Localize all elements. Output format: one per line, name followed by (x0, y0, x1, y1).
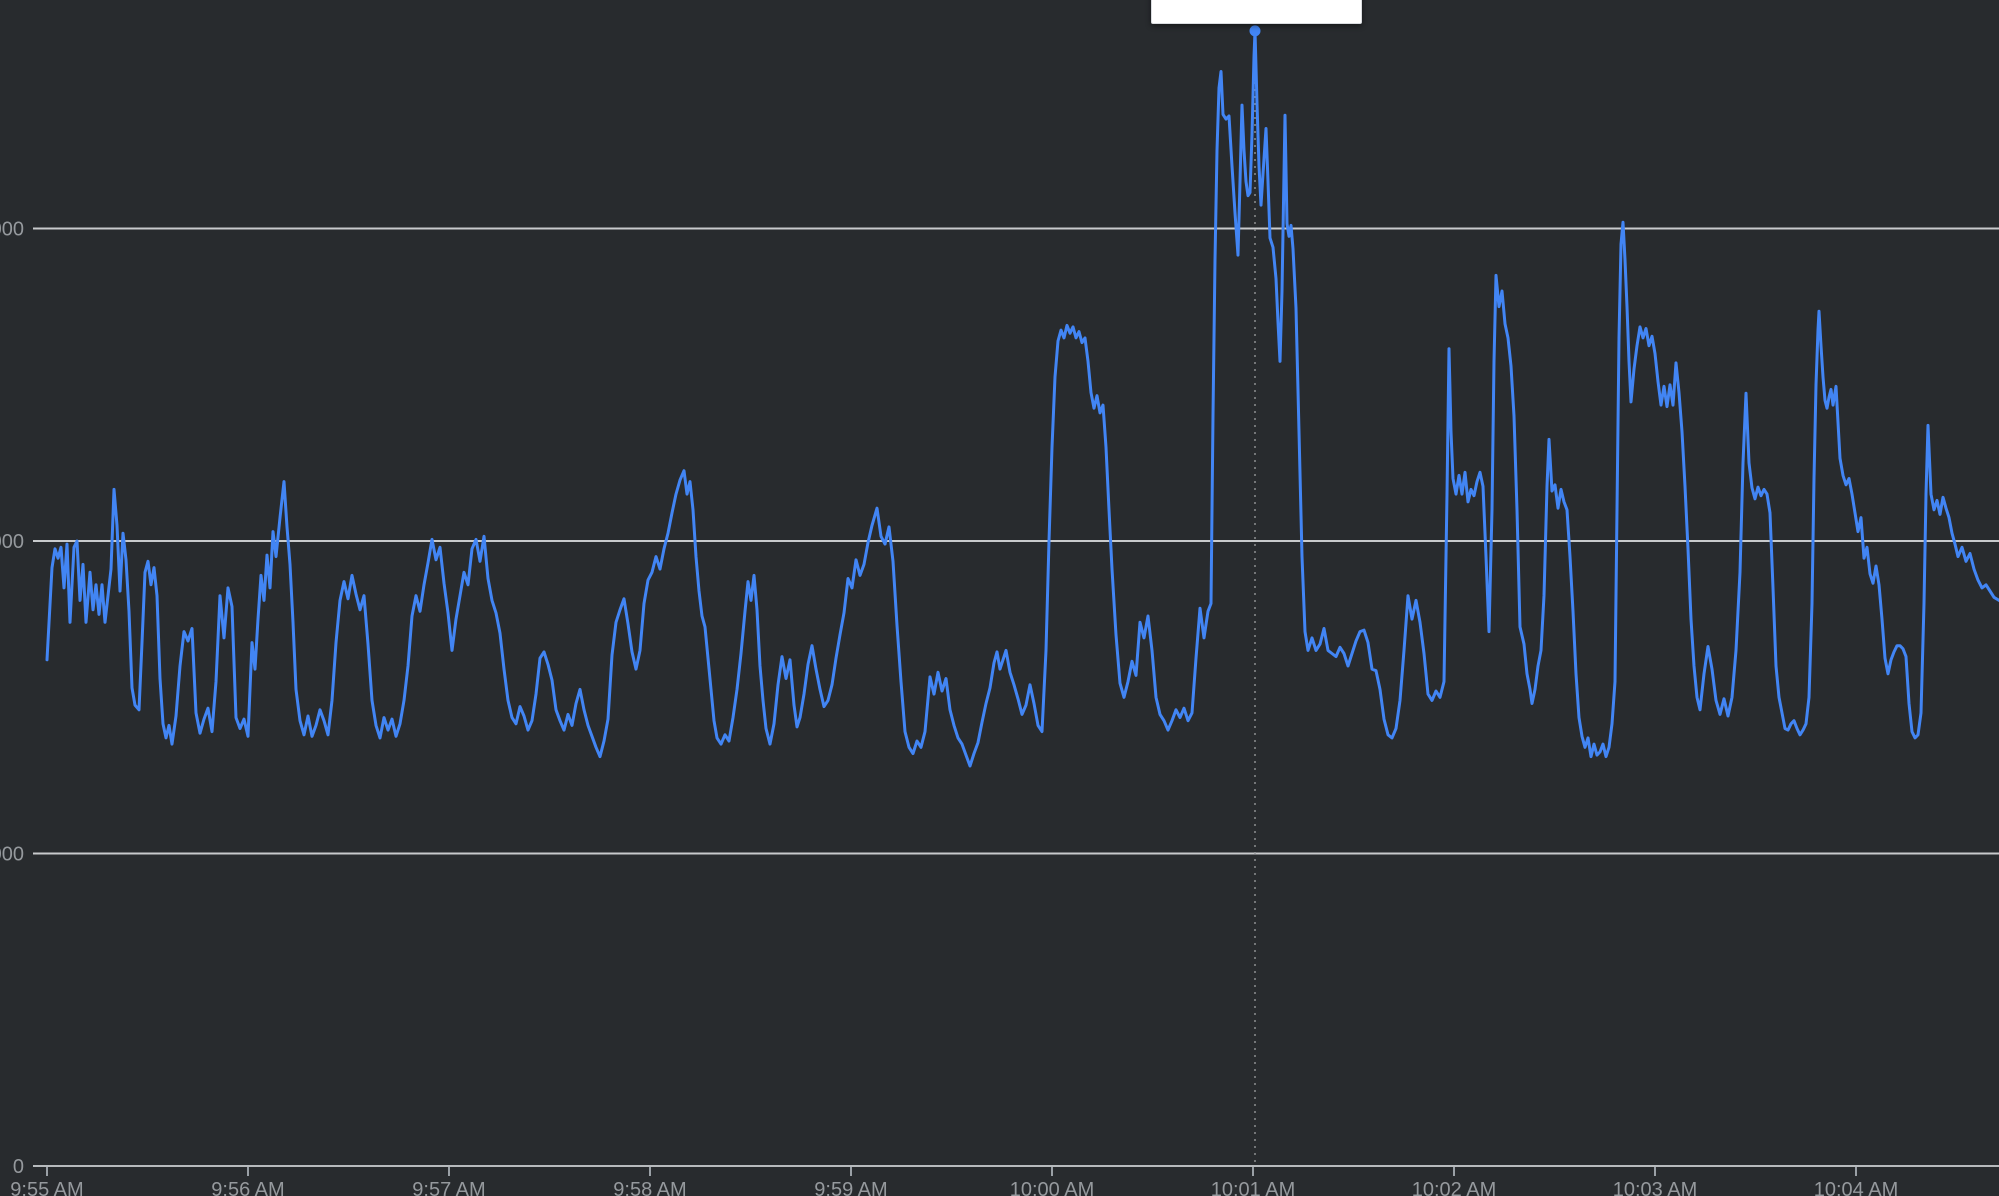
x-axis-label: 10:01 AM (1211, 1179, 1296, 1196)
series-line (45, 29, 1999, 768)
x-axis-label: 9:56 AM (211, 1179, 284, 1196)
y-axis-label: 4,000 (0, 531, 24, 553)
x-axis-label: 10:02 AM (1412, 1179, 1497, 1196)
y-axis-label: 2,000 (0, 844, 24, 866)
hover-marker-point[interactable] (1249, 25, 1261, 37)
x-axis-label: 9:55 AM (10, 1179, 83, 1196)
tooltip (1151, 0, 1362, 24)
y-axis-label: 6,000 (0, 219, 24, 241)
x-axis-label: 9:59 AM (814, 1179, 887, 1196)
x-axis-label: 9:58 AM (613, 1179, 686, 1196)
x-axis-label: 10:00 AM (1010, 1179, 1095, 1196)
x-axis-label: 9:57 AM (412, 1179, 485, 1196)
y-axis-label: 0 (13, 1156, 24, 1178)
x-axis-label: 10:03 AM (1613, 1179, 1698, 1196)
x-axis-label: 10:04 AM (1814, 1179, 1899, 1196)
